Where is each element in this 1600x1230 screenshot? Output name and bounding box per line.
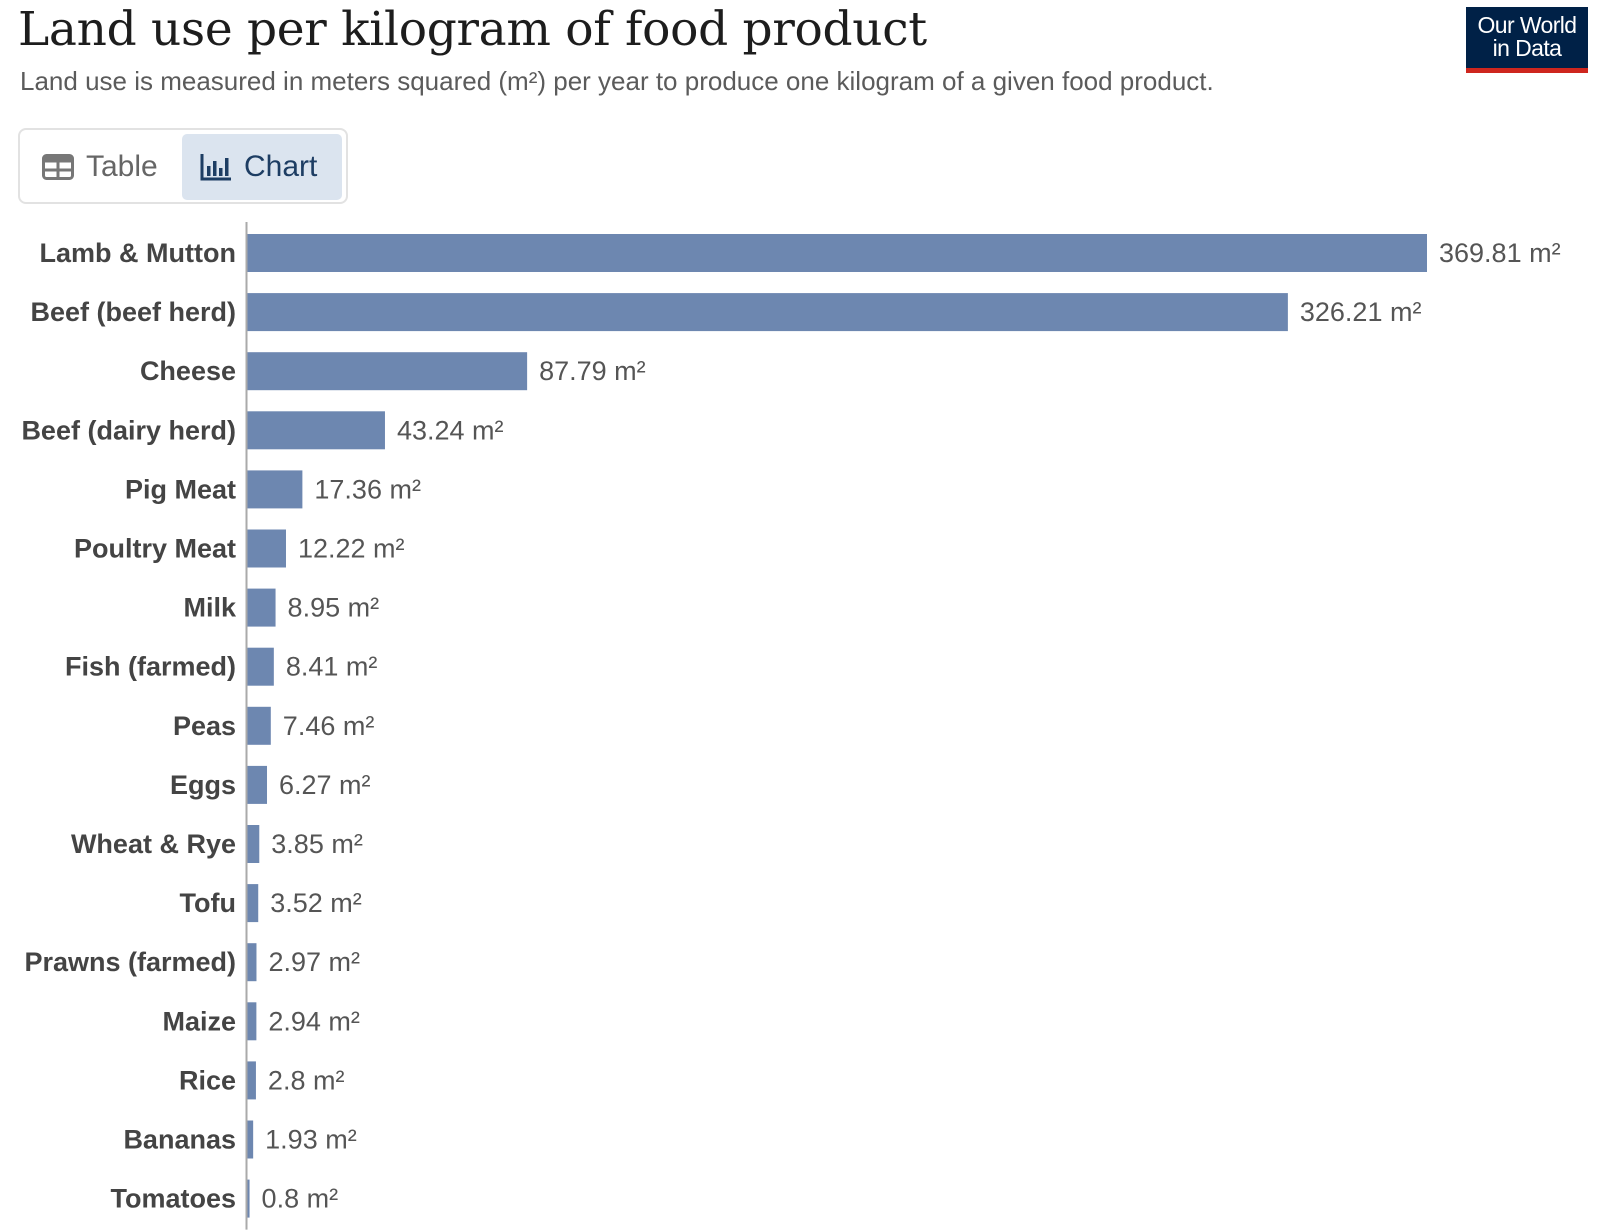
category-label: Poultry Meat [74,534,236,564]
chart-title: Land use per kilogram of food product [18,2,927,57]
category-label: Wheat & Rye [71,829,236,859]
value-label: 2.8 m² [268,1065,345,1095]
category-label: Tofu [180,888,236,918]
value-label: 3.52 m² [270,888,362,918]
bar [247,234,1427,272]
bar-chart-icon [200,154,231,181]
category-label: Rice [179,1065,236,1095]
value-label: 2.97 m² [268,947,360,977]
category-label: Maize [162,1006,236,1036]
value-label: 3.85 m² [271,829,363,859]
value-label: 7.46 m² [283,711,375,741]
category-label: Lamb & Mutton [40,238,236,268]
bar [247,1002,257,1041]
chart-subtitle: Land use is measured in meters squared (… [20,66,1214,96]
bar [247,529,286,568]
value-label: 87.79 m² [539,356,646,386]
logo-line-1: Our World [1477,12,1578,38]
bar [247,943,257,982]
bar [247,825,260,863]
bar [247,765,268,804]
view-tab-bar: Table Chart [18,128,348,204]
value-label: 6.27 m² [279,770,371,800]
value-label: 12.22 m² [298,534,405,564]
bar [247,884,259,923]
owid-logo[interactable]: Our World in Data [1466,7,1588,73]
bar [247,1061,256,1100]
category-label: Eggs [170,770,236,800]
value-label: 1.93 m² [265,1125,357,1155]
bar [247,1120,254,1159]
bar [247,411,385,450]
value-label: 8.41 m² [286,652,378,682]
value-label: 8.95 m² [288,593,380,623]
category-label: Beef (dairy herd) [21,415,236,445]
tab-table[interactable]: Table [24,134,178,200]
category-label: Bananas [123,1125,236,1155]
category-label: Milk [183,593,236,623]
bar [247,352,528,391]
value-label: 0.8 m² [262,1184,339,1214]
tab-chart[interactable]: Chart [182,134,342,200]
bar [247,1179,250,1218]
bar [247,293,1288,332]
table-icon [42,154,74,180]
value-label: 43.24 m² [397,415,504,445]
category-label: Prawns (farmed) [24,947,236,977]
category-label: Cheese [140,356,236,386]
category-label: Pig Meat [125,474,236,504]
logo-line-2: in Data [1492,35,1562,61]
category-label: Peas [173,711,236,741]
bar [247,706,271,745]
tab-chart-label: Chart [244,150,318,183]
value-label: 369.81 m² [1439,238,1561,268]
bar [247,470,303,509]
value-label: 326.21 m² [1300,297,1422,327]
category-label: Tomatoes [110,1184,236,1214]
value-label: 2.94 m² [268,1006,360,1036]
bar [247,647,274,686]
bar [247,588,276,627]
category-label: Beef (beef herd) [30,297,236,327]
category-label: Fish (farmed) [65,652,236,682]
value-label: 17.36 m² [314,474,421,504]
tab-table-label: Table [86,150,158,183]
